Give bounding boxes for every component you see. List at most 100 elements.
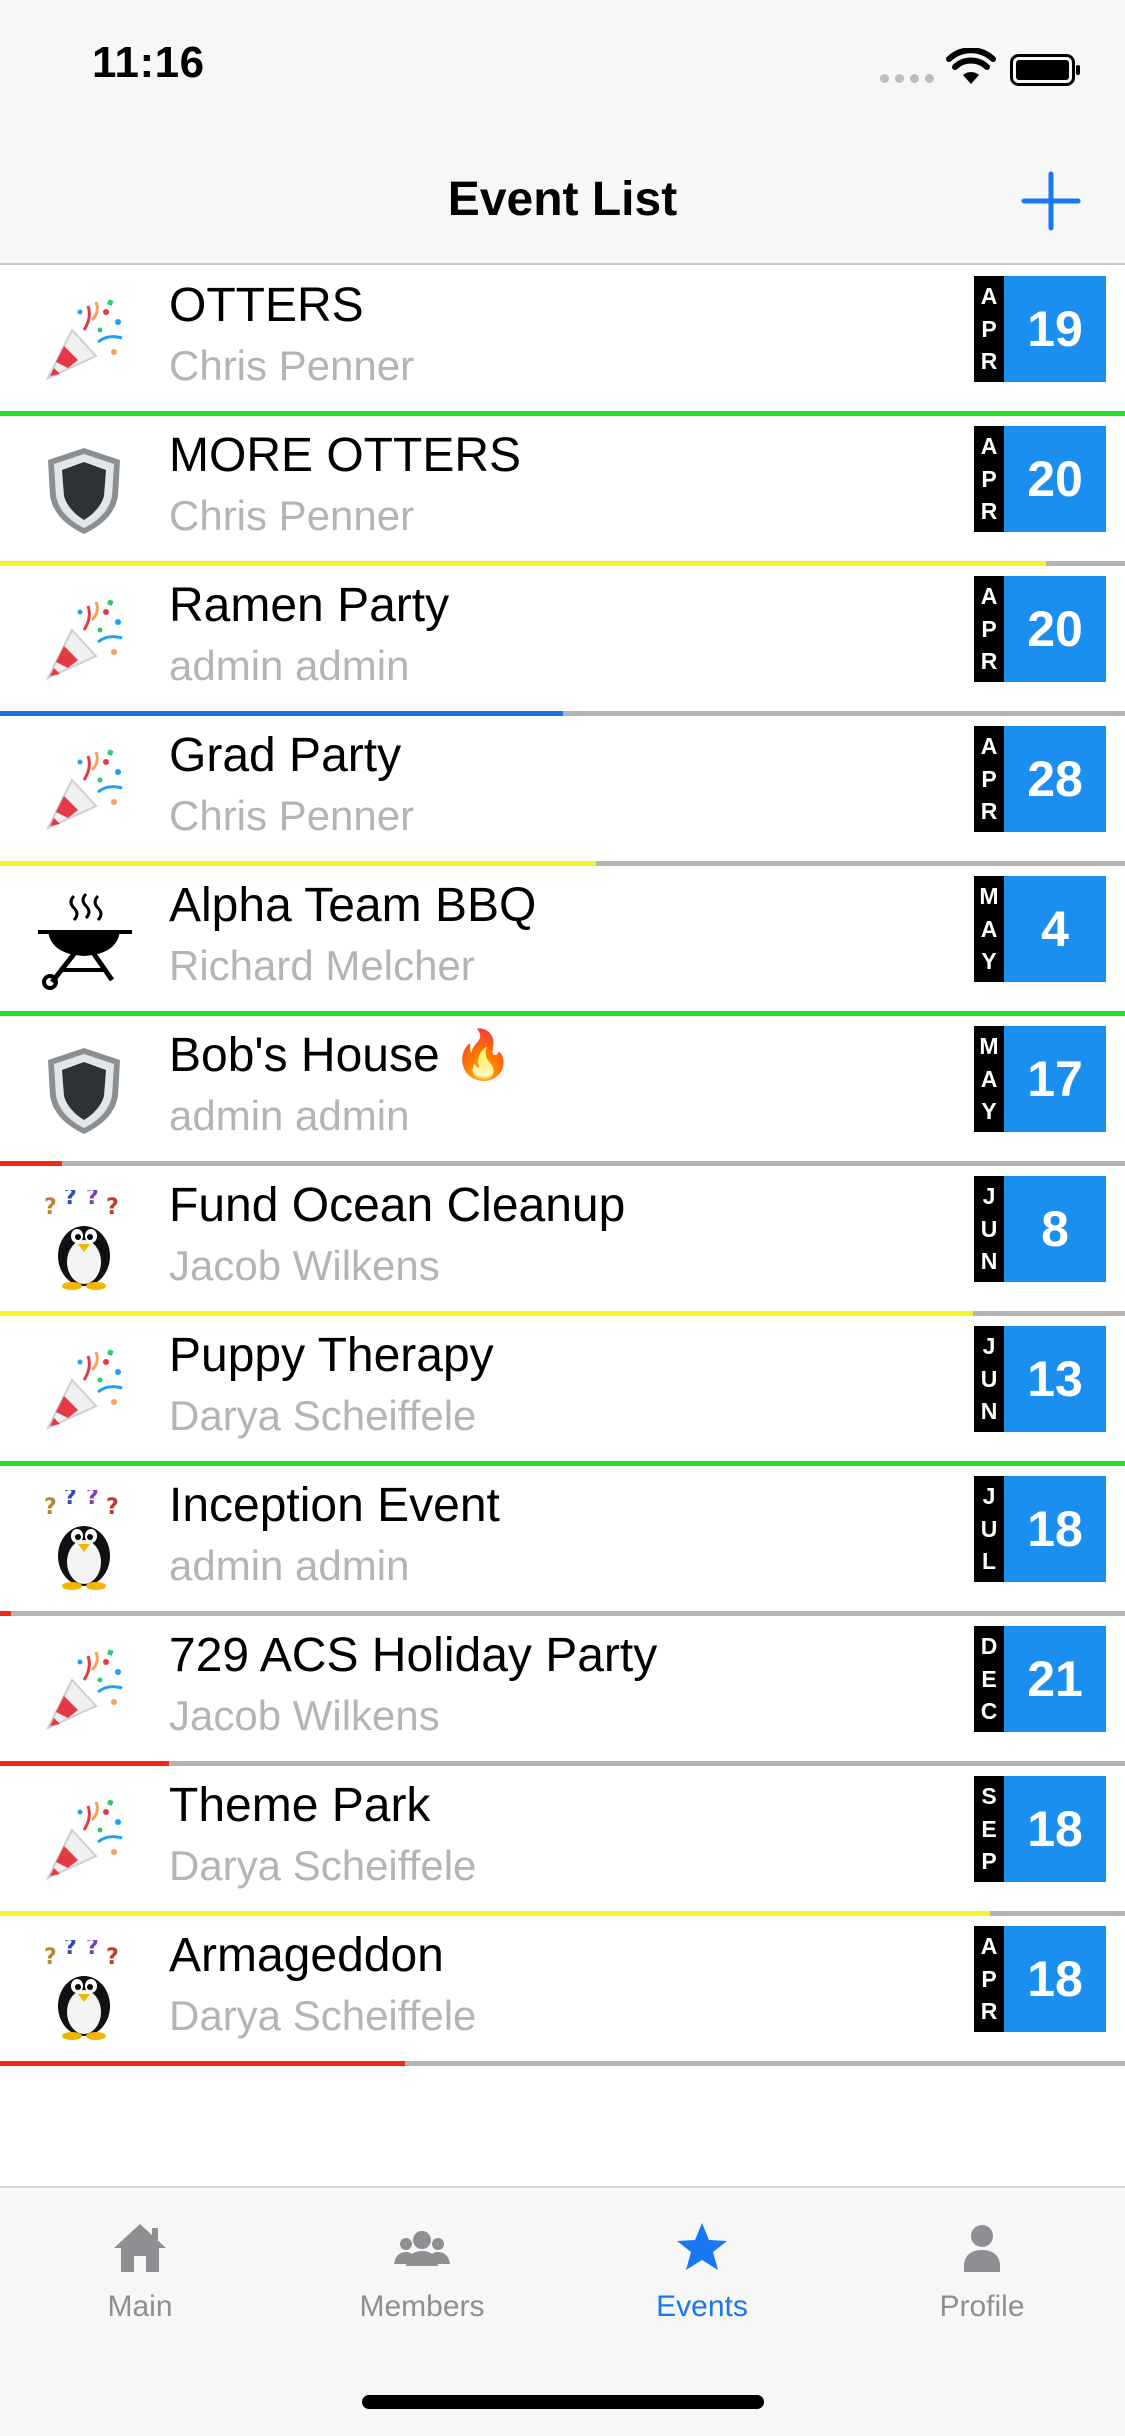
- event-host: admin admin: [169, 642, 410, 689]
- svg-text:?: ?: [44, 1945, 57, 1970]
- event-progress-bar: [0, 1161, 1125, 1166]
- grill-icon: [34, 890, 134, 990]
- svg-text:?: ?: [64, 1940, 77, 1960]
- party-popper-icon: [34, 1790, 134, 1890]
- tab-label: Profile: [939, 2290, 1025, 2323]
- event-progress-bar: [0, 1461, 1125, 1466]
- event-progress-fill: [0, 861, 597, 866]
- page-title: Event List: [447, 173, 678, 226]
- event-row[interactable]: Bob's House 🔥 admin admin M A Y 17: [0, 1016, 1125, 1166]
- person-icon: [964, 2225, 1000, 2272]
- event-row[interactable]: ? ? ? ? Fund Ocean Cleanup Jacob Wilkens J…: [0, 1166, 1125, 1316]
- date-day: 18: [1004, 1926, 1106, 2032]
- tab-main[interactable]: Main: [40, 2218, 240, 2338]
- tab-bar: Main Members Events Profile: [0, 2186, 1125, 2436]
- event-title: OTTERS: [169, 279, 364, 332]
- event-title: Puppy Therapy: [169, 1329, 494, 1382]
- party-popper-icon: [34, 740, 134, 840]
- event-progress-bar: [0, 1311, 1125, 1316]
- status-bar: 11:16: [0, 0, 1125, 132]
- date-day: 28: [1004, 726, 1106, 832]
- navigation-bar: Event List: [0, 132, 1125, 265]
- event-row[interactable]: OTTERS Chris Penner A P R 19: [0, 266, 1125, 416]
- date-day: 18: [1004, 1776, 1106, 1882]
- event-progress-bar: [0, 711, 1125, 716]
- date-badge: M A Y 17: [974, 1026, 1106, 1132]
- event-progress-fill: [0, 1461, 1125, 1466]
- event-row[interactable]: ? ? ? ? Armageddon Darya Scheiffele A P R 18: [0, 1916, 1125, 2066]
- date-day: 20: [1004, 426, 1106, 532]
- event-title: MORE OTTERS: [169, 429, 522, 482]
- svg-text:?: ?: [86, 1940, 99, 1960]
- event-host: Darya Scheiffele: [169, 1992, 477, 2039]
- party-popper-icon: [34, 1640, 134, 1740]
- date-day: 18: [1004, 1476, 1106, 1582]
- event-progress-bar: [0, 1911, 1125, 1916]
- date-day: 20: [1004, 576, 1106, 682]
- event-row[interactable]: Ramen Party admin admin A P R 20: [0, 566, 1125, 716]
- event-progress-bar: [0, 1761, 1125, 1766]
- date-badge: A P R 28: [974, 726, 1106, 832]
- event-progress-fill: [0, 1911, 990, 1916]
- tab-label: Events: [656, 2290, 748, 2323]
- event-host: Richard Melcher: [169, 942, 475, 989]
- event-title: Bob's House 🔥: [169, 1029, 513, 1082]
- party-popper-icon: [34, 1340, 134, 1440]
- event-progress-fill: [0, 1011, 1125, 1016]
- event-title: Armageddon: [169, 1929, 444, 1982]
- event-row[interactable]: 729 ACS Holiday Party Jacob Wilkens D E C 21: [0, 1616, 1125, 1766]
- svg-text:?: ?: [106, 1945, 119, 1970]
- event-progress-fill: [0, 711, 563, 716]
- event-row[interactable]: Puppy Therapy Darya Scheiffele J U N 13: [0, 1316, 1125, 1466]
- confused-penguin-icon: ? ? ? ?: [34, 1490, 134, 1590]
- tab-members[interactable]: Members: [322, 2218, 522, 2338]
- date-badge: D E C 21: [974, 1626, 1106, 1732]
- event-row[interactable]: Alpha Team BBQ Richard Melcher M A Y 4: [0, 866, 1125, 1016]
- wifi-icon: [946, 48, 996, 84]
- tab-events[interactable]: Events: [602, 2218, 802, 2338]
- event-row[interactable]: MORE OTTERS Chris Penner A P R 20: [0, 416, 1125, 566]
- event-progress-fill: [0, 2061, 405, 2066]
- event-progress-fill: [0, 1611, 12, 1616]
- event-row[interactable]: ? ? ? ? Inception Event admin admin J U L 18: [0, 1466, 1125, 1616]
- event-progress-fill: [0, 1161, 62, 1166]
- svg-text:?: ?: [44, 1195, 57, 1220]
- date-day: 4: [1004, 876, 1106, 982]
- svg-text:?: ?: [44, 1495, 57, 1520]
- svg-text:?: ?: [64, 1490, 77, 1510]
- event-list: OTTERS Chris Penner A P R 19 MORE OTTERS Chris…: [0, 266, 1125, 2066]
- event-host: Chris Penner: [169, 492, 415, 539]
- members-icon: [394, 2231, 450, 2266]
- cellular-signal-icon: [880, 74, 934, 83]
- event-host: admin admin: [169, 1092, 410, 1139]
- star-icon: [677, 2223, 727, 2270]
- party-popper-icon: [34, 590, 134, 690]
- event-title: Alpha Team BBQ: [169, 879, 537, 932]
- svg-text:?: ?: [106, 1495, 119, 1520]
- party-popper-icon: [34, 290, 134, 390]
- event-progress-bar: [0, 411, 1125, 416]
- date-badge: A P R 20: [974, 426, 1106, 532]
- event-progress-bar: [0, 1011, 1125, 1016]
- battery-icon: [1010, 54, 1080, 86]
- tab-label: Main: [107, 2290, 173, 2323]
- tab-profile[interactable]: Profile: [882, 2218, 1082, 2338]
- svg-text:?: ?: [86, 1190, 99, 1210]
- date-badge: S E P 18: [974, 1776, 1106, 1882]
- date-day: 8: [1004, 1176, 1106, 1282]
- status-time: 11:16: [92, 38, 205, 87]
- event-row[interactable]: Grad Party Chris Penner A P R 28: [0, 716, 1125, 866]
- date-badge: A P R 19: [974, 276, 1106, 382]
- event-title: Grad Party: [169, 729, 402, 782]
- event-row[interactable]: Theme Park Darya Scheiffele S E P 18: [0, 1766, 1125, 1916]
- shield-icon: [34, 1040, 134, 1140]
- add-event-button[interactable]: [1020, 170, 1082, 232]
- event-host: admin admin: [169, 1542, 410, 1589]
